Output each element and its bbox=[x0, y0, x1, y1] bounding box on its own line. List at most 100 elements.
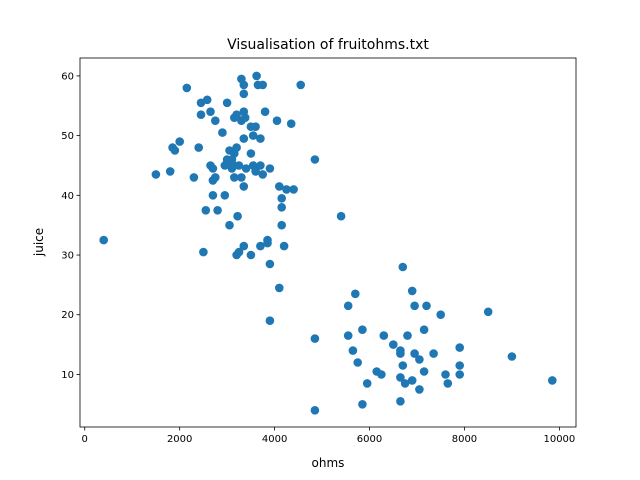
data-points bbox=[99, 71, 557, 415]
data-point bbox=[310, 406, 320, 415]
x-tick-label: 2000 bbox=[167, 434, 192, 445]
data-point bbox=[232, 110, 241, 119]
data-point bbox=[189, 173, 199, 182]
data-point bbox=[239, 80, 249, 90]
data-point bbox=[199, 247, 208, 257]
data-point bbox=[403, 331, 412, 340]
data-point bbox=[277, 203, 287, 212]
data-point bbox=[211, 116, 220, 125]
data-point bbox=[201, 206, 211, 215]
data-point bbox=[343, 331, 353, 340]
data-point bbox=[455, 370, 465, 379]
data-point bbox=[265, 259, 275, 269]
data-point bbox=[455, 361, 465, 370]
data-point bbox=[251, 122, 260, 131]
x-tick-label: 4000 bbox=[262, 434, 287, 445]
data-point bbox=[286, 119, 296, 128]
data-point bbox=[208, 191, 218, 200]
data-point bbox=[194, 143, 203, 152]
data-point bbox=[410, 349, 419, 358]
data-point bbox=[240, 113, 250, 122]
y-tick-label: 50 bbox=[61, 131, 74, 142]
data-point bbox=[277, 194, 287, 203]
data-point bbox=[232, 143, 241, 152]
data-point bbox=[282, 185, 291, 194]
data-point bbox=[241, 164, 251, 173]
data-point bbox=[170, 146, 180, 155]
data-point bbox=[206, 107, 215, 116]
data-point bbox=[99, 235, 108, 245]
data-point bbox=[265, 164, 275, 173]
x-tick-label: 10000 bbox=[543, 434, 575, 445]
data-point bbox=[379, 331, 389, 340]
x-axis-label: ohms bbox=[312, 456, 345, 470]
data-point bbox=[407, 286, 417, 296]
y-tick-label: 40 bbox=[61, 191, 74, 202]
data-point bbox=[343, 301, 353, 311]
data-point bbox=[398, 361, 408, 370]
y-axis-ticks: 10 20 30 40 50 60 bbox=[61, 71, 80, 381]
data-point bbox=[348, 346, 358, 355]
data-point bbox=[415, 385, 424, 394]
chart-title: Visualisation of fruitohms.txt bbox=[227, 37, 429, 53]
data-point bbox=[230, 173, 239, 182]
data-point bbox=[277, 220, 287, 230]
data-point bbox=[263, 238, 272, 248]
data-point bbox=[422, 301, 431, 311]
data-point bbox=[389, 340, 398, 349]
data-point bbox=[279, 241, 289, 251]
data-point bbox=[256, 134, 265, 143]
data-point bbox=[211, 173, 220, 182]
plot-frame bbox=[79, 57, 577, 428]
data-point bbox=[275, 182, 284, 191]
data-point bbox=[248, 131, 258, 140]
data-point bbox=[362, 379, 372, 388]
data-point bbox=[443, 379, 453, 388]
data-point bbox=[353, 358, 363, 367]
x-tick-label: 6000 bbox=[357, 434, 382, 445]
data-point bbox=[239, 241, 249, 251]
data-point bbox=[507, 352, 517, 361]
data-point bbox=[358, 400, 367, 409]
data-point bbox=[258, 80, 268, 90]
data-point bbox=[396, 349, 405, 358]
data-point bbox=[398, 262, 408, 272]
data-point bbox=[377, 370, 386, 379]
data-point bbox=[220, 191, 230, 200]
data-point bbox=[202, 95, 212, 105]
data-point bbox=[256, 161, 265, 170]
data-point bbox=[548, 376, 557, 385]
x-tick-label: 0 bbox=[82, 434, 88, 445]
data-point bbox=[310, 334, 320, 343]
data-point bbox=[260, 107, 270, 116]
data-point bbox=[256, 241, 265, 251]
data-point bbox=[419, 325, 429, 335]
data-point bbox=[234, 161, 244, 170]
data-point bbox=[239, 89, 249, 99]
data-point bbox=[429, 349, 438, 358]
data-point bbox=[251, 167, 260, 176]
y-tick-label: 20 bbox=[61, 310, 74, 321]
data-point bbox=[252, 71, 261, 81]
data-point bbox=[218, 128, 227, 137]
data-point bbox=[237, 173, 246, 182]
data-point bbox=[358, 325, 367, 335]
data-point bbox=[239, 182, 249, 191]
data-point bbox=[239, 134, 249, 143]
data-point bbox=[415, 355, 424, 364]
data-point bbox=[310, 155, 320, 164]
data-point bbox=[483, 307, 493, 317]
x-axis-ticks: 0 2000 4000 6000 8000 10000 bbox=[82, 427, 575, 445]
data-point bbox=[272, 116, 282, 125]
data-point bbox=[351, 289, 360, 299]
data-point bbox=[441, 370, 450, 379]
data-point bbox=[234, 247, 244, 257]
data-point bbox=[208, 164, 218, 173]
y-tick-label: 60 bbox=[61, 71, 74, 82]
data-point bbox=[296, 80, 306, 90]
data-point bbox=[455, 343, 465, 352]
data-point bbox=[396, 397, 405, 406]
data-point bbox=[175, 137, 184, 146]
data-point bbox=[233, 211, 242, 221]
